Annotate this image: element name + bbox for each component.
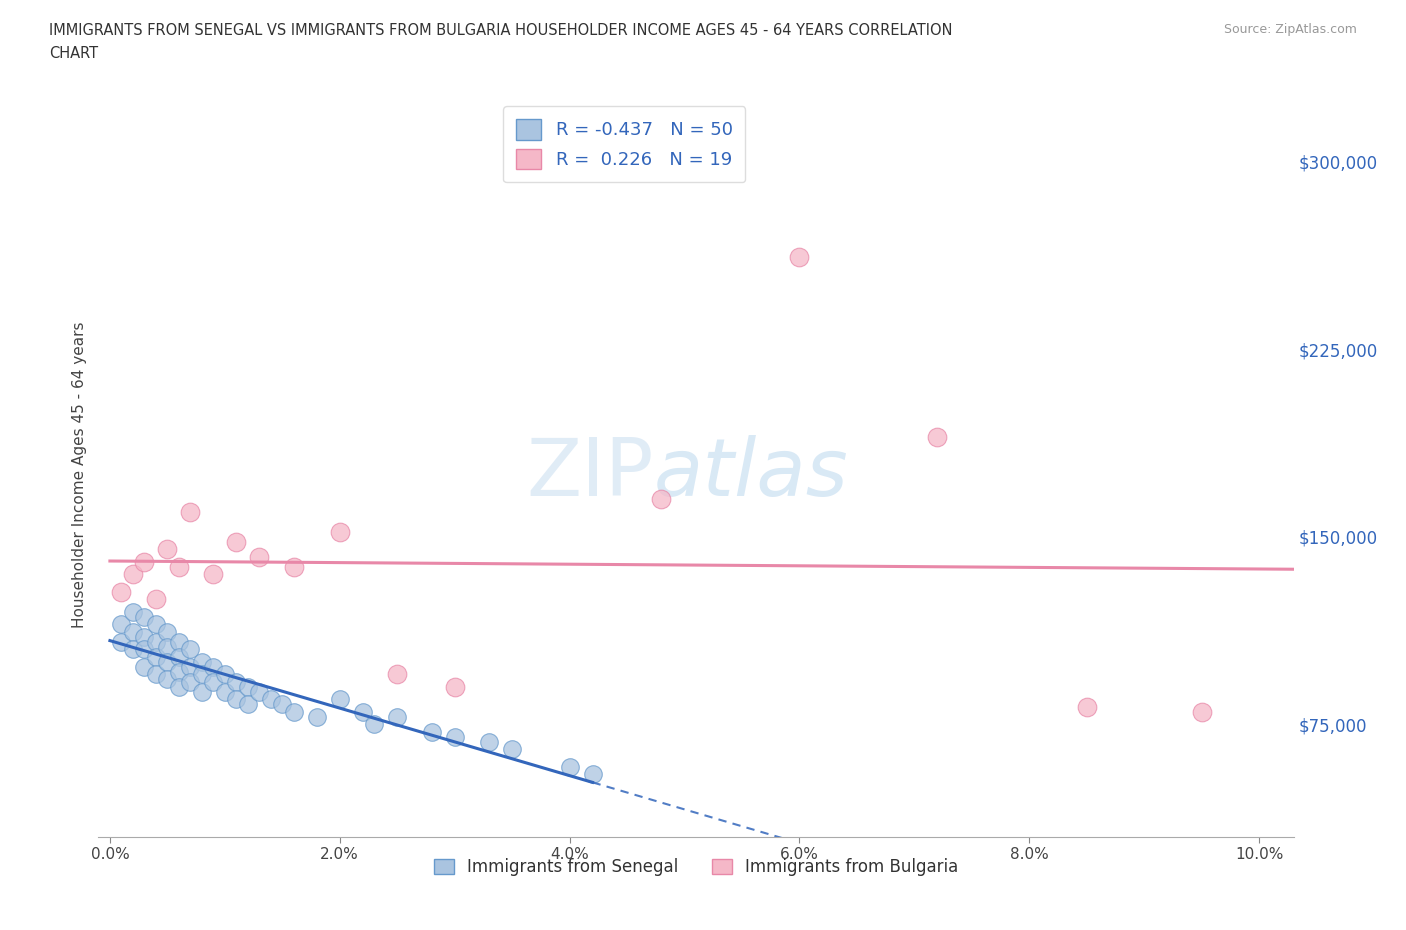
Point (214, 684, 236, 699)
Point (443, 680, 465, 695)
Text: atlas: atlas (654, 435, 849, 513)
Point (110, 617, 132, 631)
Point (191, 655, 214, 670)
Point (283, 560, 305, 575)
Point (145, 591, 167, 606)
Point (789, 249, 811, 264)
Point (225, 674, 247, 689)
Point (225, 535, 247, 550)
Point (134, 659, 156, 674)
Point (329, 692, 352, 707)
Point (145, 667, 167, 682)
Point (271, 697, 294, 711)
Point (202, 567, 225, 582)
Point (156, 655, 179, 670)
Point (385, 710, 409, 724)
Point (478, 735, 501, 750)
Text: Source: ZipAtlas.com: Source: ZipAtlas.com (1223, 23, 1357, 36)
Point (1076, 699, 1098, 714)
Point (1191, 705, 1213, 720)
Legend: Immigrants from Senegal, Immigrants from Bulgaria: Immigrants from Senegal, Immigrants from… (427, 852, 965, 883)
Point (927, 430, 949, 445)
Point (352, 705, 374, 720)
Point (110, 584, 132, 599)
Text: ZIP: ZIP (527, 435, 654, 513)
Point (420, 724, 443, 739)
Point (156, 624, 179, 639)
Point (650, 492, 672, 507)
Point (247, 550, 270, 565)
Text: CHART: CHART (49, 46, 98, 61)
Point (214, 667, 236, 682)
Point (202, 674, 225, 689)
Point (122, 567, 145, 582)
Point (110, 634, 132, 649)
Point (122, 642, 145, 657)
Point (134, 630, 156, 644)
Point (236, 680, 259, 695)
Point (247, 684, 270, 699)
Point (385, 667, 409, 682)
Point (236, 697, 259, 711)
Point (167, 634, 190, 649)
Point (156, 640, 179, 655)
Point (191, 667, 214, 682)
Point (179, 674, 201, 689)
Y-axis label: Householder Income Ages 45 - 64 years: Householder Income Ages 45 - 64 years (72, 321, 87, 628)
Point (179, 504, 201, 519)
Point (283, 705, 305, 720)
Point (179, 642, 201, 657)
Point (145, 649, 167, 664)
Point (191, 684, 214, 699)
Point (179, 659, 201, 674)
Point (581, 767, 603, 782)
Point (202, 659, 225, 674)
Point (305, 710, 328, 724)
Point (443, 729, 465, 744)
Point (145, 634, 167, 649)
Point (363, 717, 385, 732)
Point (167, 560, 190, 575)
Point (134, 642, 156, 657)
Point (167, 649, 190, 664)
Point (501, 742, 523, 757)
Point (260, 692, 283, 707)
Point (145, 617, 167, 631)
Point (156, 542, 179, 557)
Point (225, 692, 247, 707)
Point (134, 554, 156, 569)
Point (329, 525, 352, 539)
Point (122, 624, 145, 639)
Point (134, 609, 156, 624)
Point (156, 672, 179, 687)
Point (122, 604, 145, 619)
Point (167, 680, 190, 695)
Point (167, 664, 190, 679)
Text: IMMIGRANTS FROM SENEGAL VS IMMIGRANTS FROM BULGARIA HOUSEHOLDER INCOME AGES 45 -: IMMIGRANTS FROM SENEGAL VS IMMIGRANTS FR… (49, 23, 953, 38)
Point (558, 760, 581, 775)
